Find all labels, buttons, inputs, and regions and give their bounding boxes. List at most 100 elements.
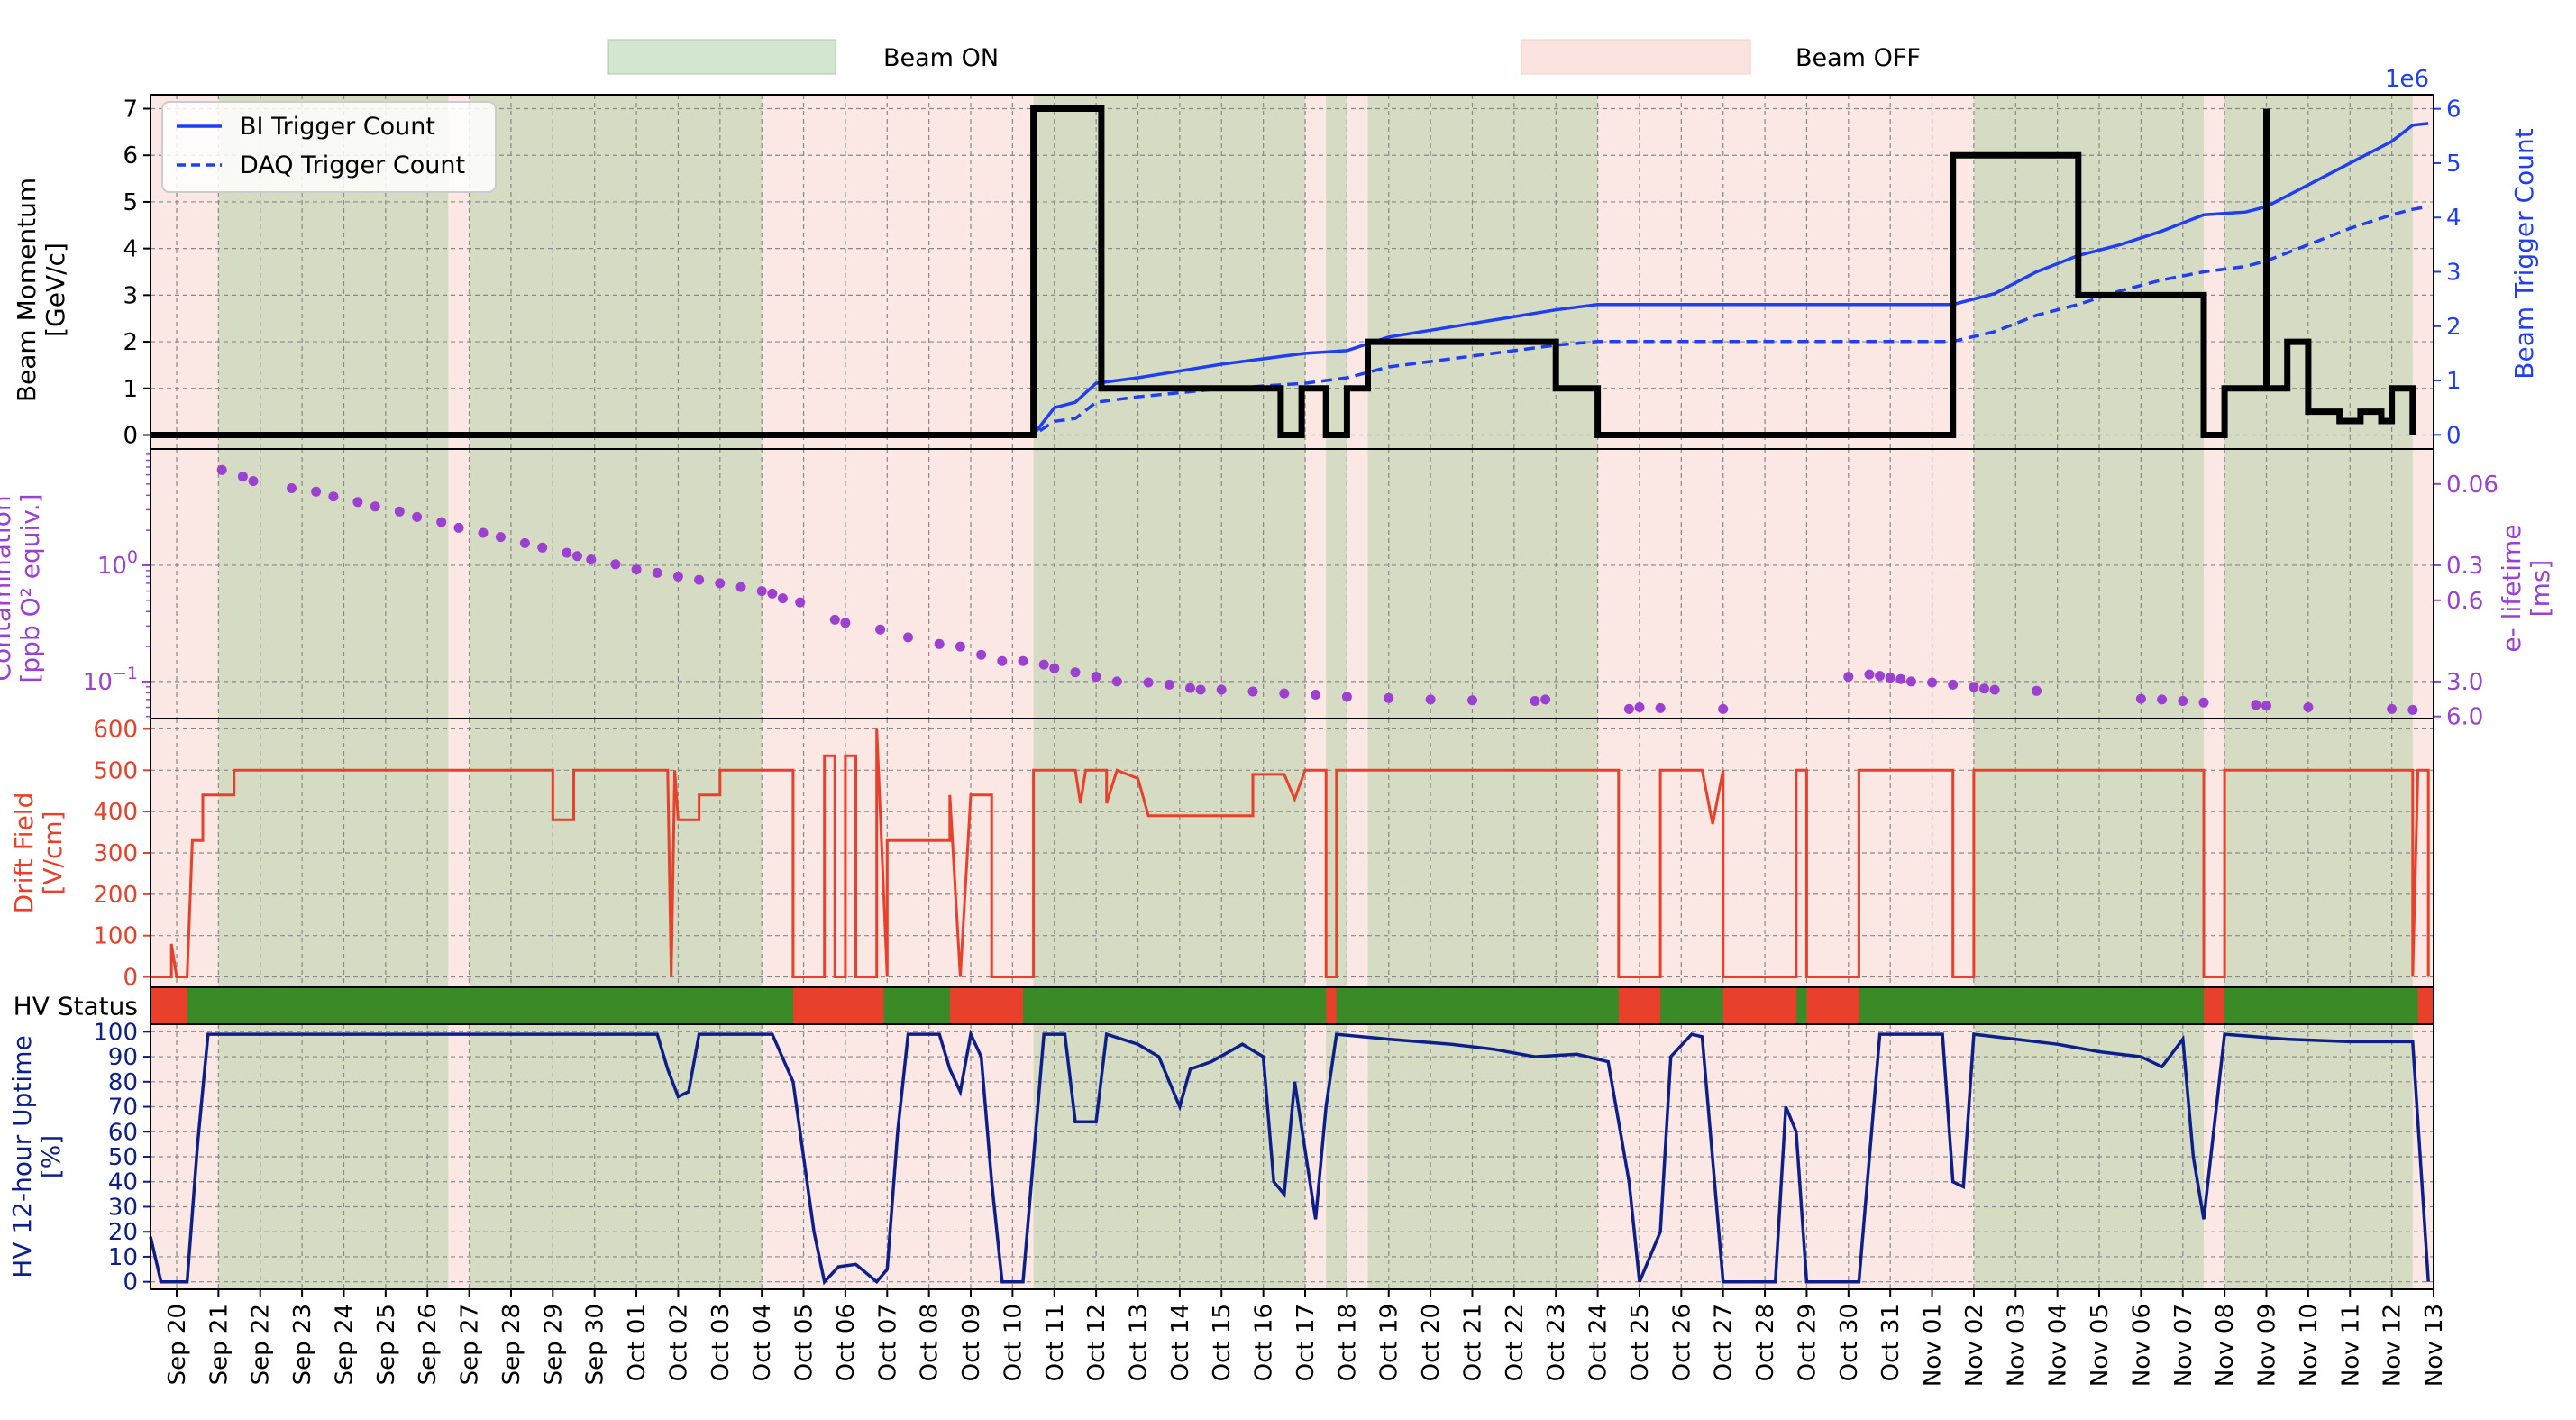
- x-tick-label: Nov 03: [2003, 1304, 2030, 1387]
- x-tick-label: Oct 10: [1000, 1304, 1027, 1381]
- contamination-ytick-label: 10−1: [83, 664, 138, 696]
- drift-field-line: [151, 728, 2430, 978]
- contamination-point: [1634, 702, 1645, 712]
- contamination-point: [562, 547, 572, 558]
- contamination-point: [2251, 700, 2261, 710]
- x-tick-label: Sep 20: [164, 1304, 191, 1385]
- momentum-ytick-label: 5: [123, 189, 138, 216]
- x-tick-label: Nov 01: [1920, 1304, 1947, 1387]
- uptime-ytick-label: 40: [108, 1169, 138, 1196]
- x-tick-label: Oct 26: [1668, 1304, 1695, 1381]
- x-tick-label: Oct 02: [665, 1304, 692, 1381]
- contamination-ytick-label: 100: [97, 547, 138, 580]
- uptime-ytick-label: 60: [108, 1119, 138, 1146]
- contamination-point: [1070, 667, 1081, 678]
- momentum-ytick-label: 3: [123, 282, 138, 309]
- contamination-point: [1843, 672, 1854, 683]
- x-tick-label: Oct 22: [1502, 1304, 1529, 1381]
- momentum-ytick-label: 4: [123, 236, 138, 263]
- x-tick-label: Oct 08: [917, 1304, 944, 1381]
- hv-status-label: HV Status: [14, 992, 138, 1021]
- hv-on-strip: [151, 987, 2434, 1024]
- x-tick-label: Oct 09: [958, 1304, 985, 1381]
- contamination-point: [1864, 669, 1875, 680]
- contamination-panel: 100 10−1 0.06 0.3 0.6 3.0 6.0 Contamination [ppb…: [0, 448, 2555, 731]
- trigger-axis-title: Beam Trigger Count: [2509, 128, 2539, 379]
- x-tick-label: Sep 24: [332, 1304, 359, 1385]
- hv-off-segment: [2203, 987, 2225, 1024]
- beam-on-band: [1973, 449, 2204, 719]
- hv-off-segment: [1326, 987, 1337, 1024]
- lifetime-ytick-label: 0.3: [2446, 553, 2483, 580]
- uptime-ytick-label: 50: [108, 1144, 138, 1171]
- contamination-point: [2178, 696, 2188, 706]
- uptime-ytick-label: 0: [123, 1269, 138, 1296]
- x-tick-label: Oct 28: [1752, 1304, 1779, 1381]
- drift-ytick-label: 300: [93, 840, 138, 867]
- x-tick-label: Sep 30: [582, 1304, 609, 1385]
- x-tick-label: Oct 11: [1042, 1304, 1069, 1381]
- contamination-point: [453, 522, 464, 533]
- x-tick-label: Oct 29: [1794, 1304, 1821, 1381]
- contamination-point: [1049, 663, 1060, 673]
- trigger-ytick-label: 5: [2446, 151, 2462, 178]
- x-tick-label: Oct 31: [1877, 1304, 1905, 1381]
- contamination-axis-title: Contamination: [0, 495, 16, 681]
- x-axis: Sep 20 Sep 21 Sep 22 Sep 23 Sep 24 Sep 25 Sep …: [164, 1289, 2448, 1387]
- contamination-point: [248, 476, 259, 487]
- x-tick-label: Sep 27: [457, 1304, 484, 1385]
- contamination-point: [777, 593, 788, 604]
- hv-off-segment: [151, 987, 187, 1024]
- contamination-point: [2261, 701, 2271, 711]
- contamination-point: [1164, 679, 1174, 690]
- x-tick-label: Oct 13: [1126, 1304, 1153, 1381]
- beam-off-label: Beam OFF: [1795, 44, 1921, 72]
- x-tick-label: Oct 30: [1836, 1304, 1863, 1381]
- beam-on-label: Beam ON: [883, 44, 999, 72]
- contamination-point: [997, 655, 1008, 666]
- x-tick-label: Sep 28: [498, 1304, 525, 1385]
- contamination-point: [610, 559, 621, 570]
- beam-on-band: [1326, 449, 1347, 719]
- contamination-point: [216, 464, 227, 475]
- contamination-point: [1927, 677, 1938, 688]
- beam-panel-legend: BI Trigger Count DAQ Trigger Count: [161, 101, 497, 193]
- hv-off-segment: [792, 987, 884, 1024]
- contamination-point: [311, 486, 322, 497]
- x-tick-label: Oct 05: [791, 1304, 818, 1381]
- top-legend: Beam ON Beam OFF: [607, 39, 1921, 75]
- beam-on-swatch: [607, 39, 836, 75]
- contamination-point: [715, 578, 726, 589]
- hv-off-segment: [949, 987, 1023, 1024]
- x-tick-label: Sep 21: [206, 1304, 233, 1385]
- contamination-point: [2135, 693, 2146, 704]
- x-tick-label: Nov 06: [2128, 1304, 2155, 1387]
- drift-ytick-label: 0: [123, 965, 138, 992]
- contamination-point: [1018, 655, 1028, 666]
- x-tick-label: Oct 20: [1418, 1304, 1445, 1381]
- beam-momentum-line: [151, 105, 2416, 438]
- lifetime-ytick-label: 6.0: [2446, 704, 2483, 731]
- x-tick-label: Oct 03: [708, 1304, 735, 1381]
- x-tick-label: Nov 08: [2212, 1304, 2239, 1387]
- uptime-line: [149, 1029, 2430, 1286]
- contamination-point: [2303, 702, 2314, 712]
- x-tick-label: Oct 27: [1711, 1304, 1738, 1381]
- momentum-ytick-label: 0: [123, 422, 138, 449]
- drift-field-panel: 0 100 200 300 400 500 600 Drift Field [V/cm]: [9, 716, 2434, 992]
- contamination-point: [1718, 703, 1729, 714]
- x-tick-label: Oct 16: [1251, 1304, 1278, 1381]
- contamination-point: [1341, 692, 1352, 702]
- contamination-point: [1467, 695, 1477, 706]
- beam-on-band: [469, 449, 763, 719]
- beam-on-band: [1326, 95, 1347, 449]
- contamination-point: [1425, 694, 1436, 705]
- lifetime-axis-title: e- lifetime: [2497, 524, 2526, 652]
- x-tick-label: Nov 04: [2045, 1304, 2072, 1387]
- contamination-point: [519, 537, 530, 548]
- contamination-point: [767, 588, 778, 599]
- beam-on-band: [1367, 449, 1598, 719]
- x-tick-label: Oct 06: [833, 1304, 860, 1381]
